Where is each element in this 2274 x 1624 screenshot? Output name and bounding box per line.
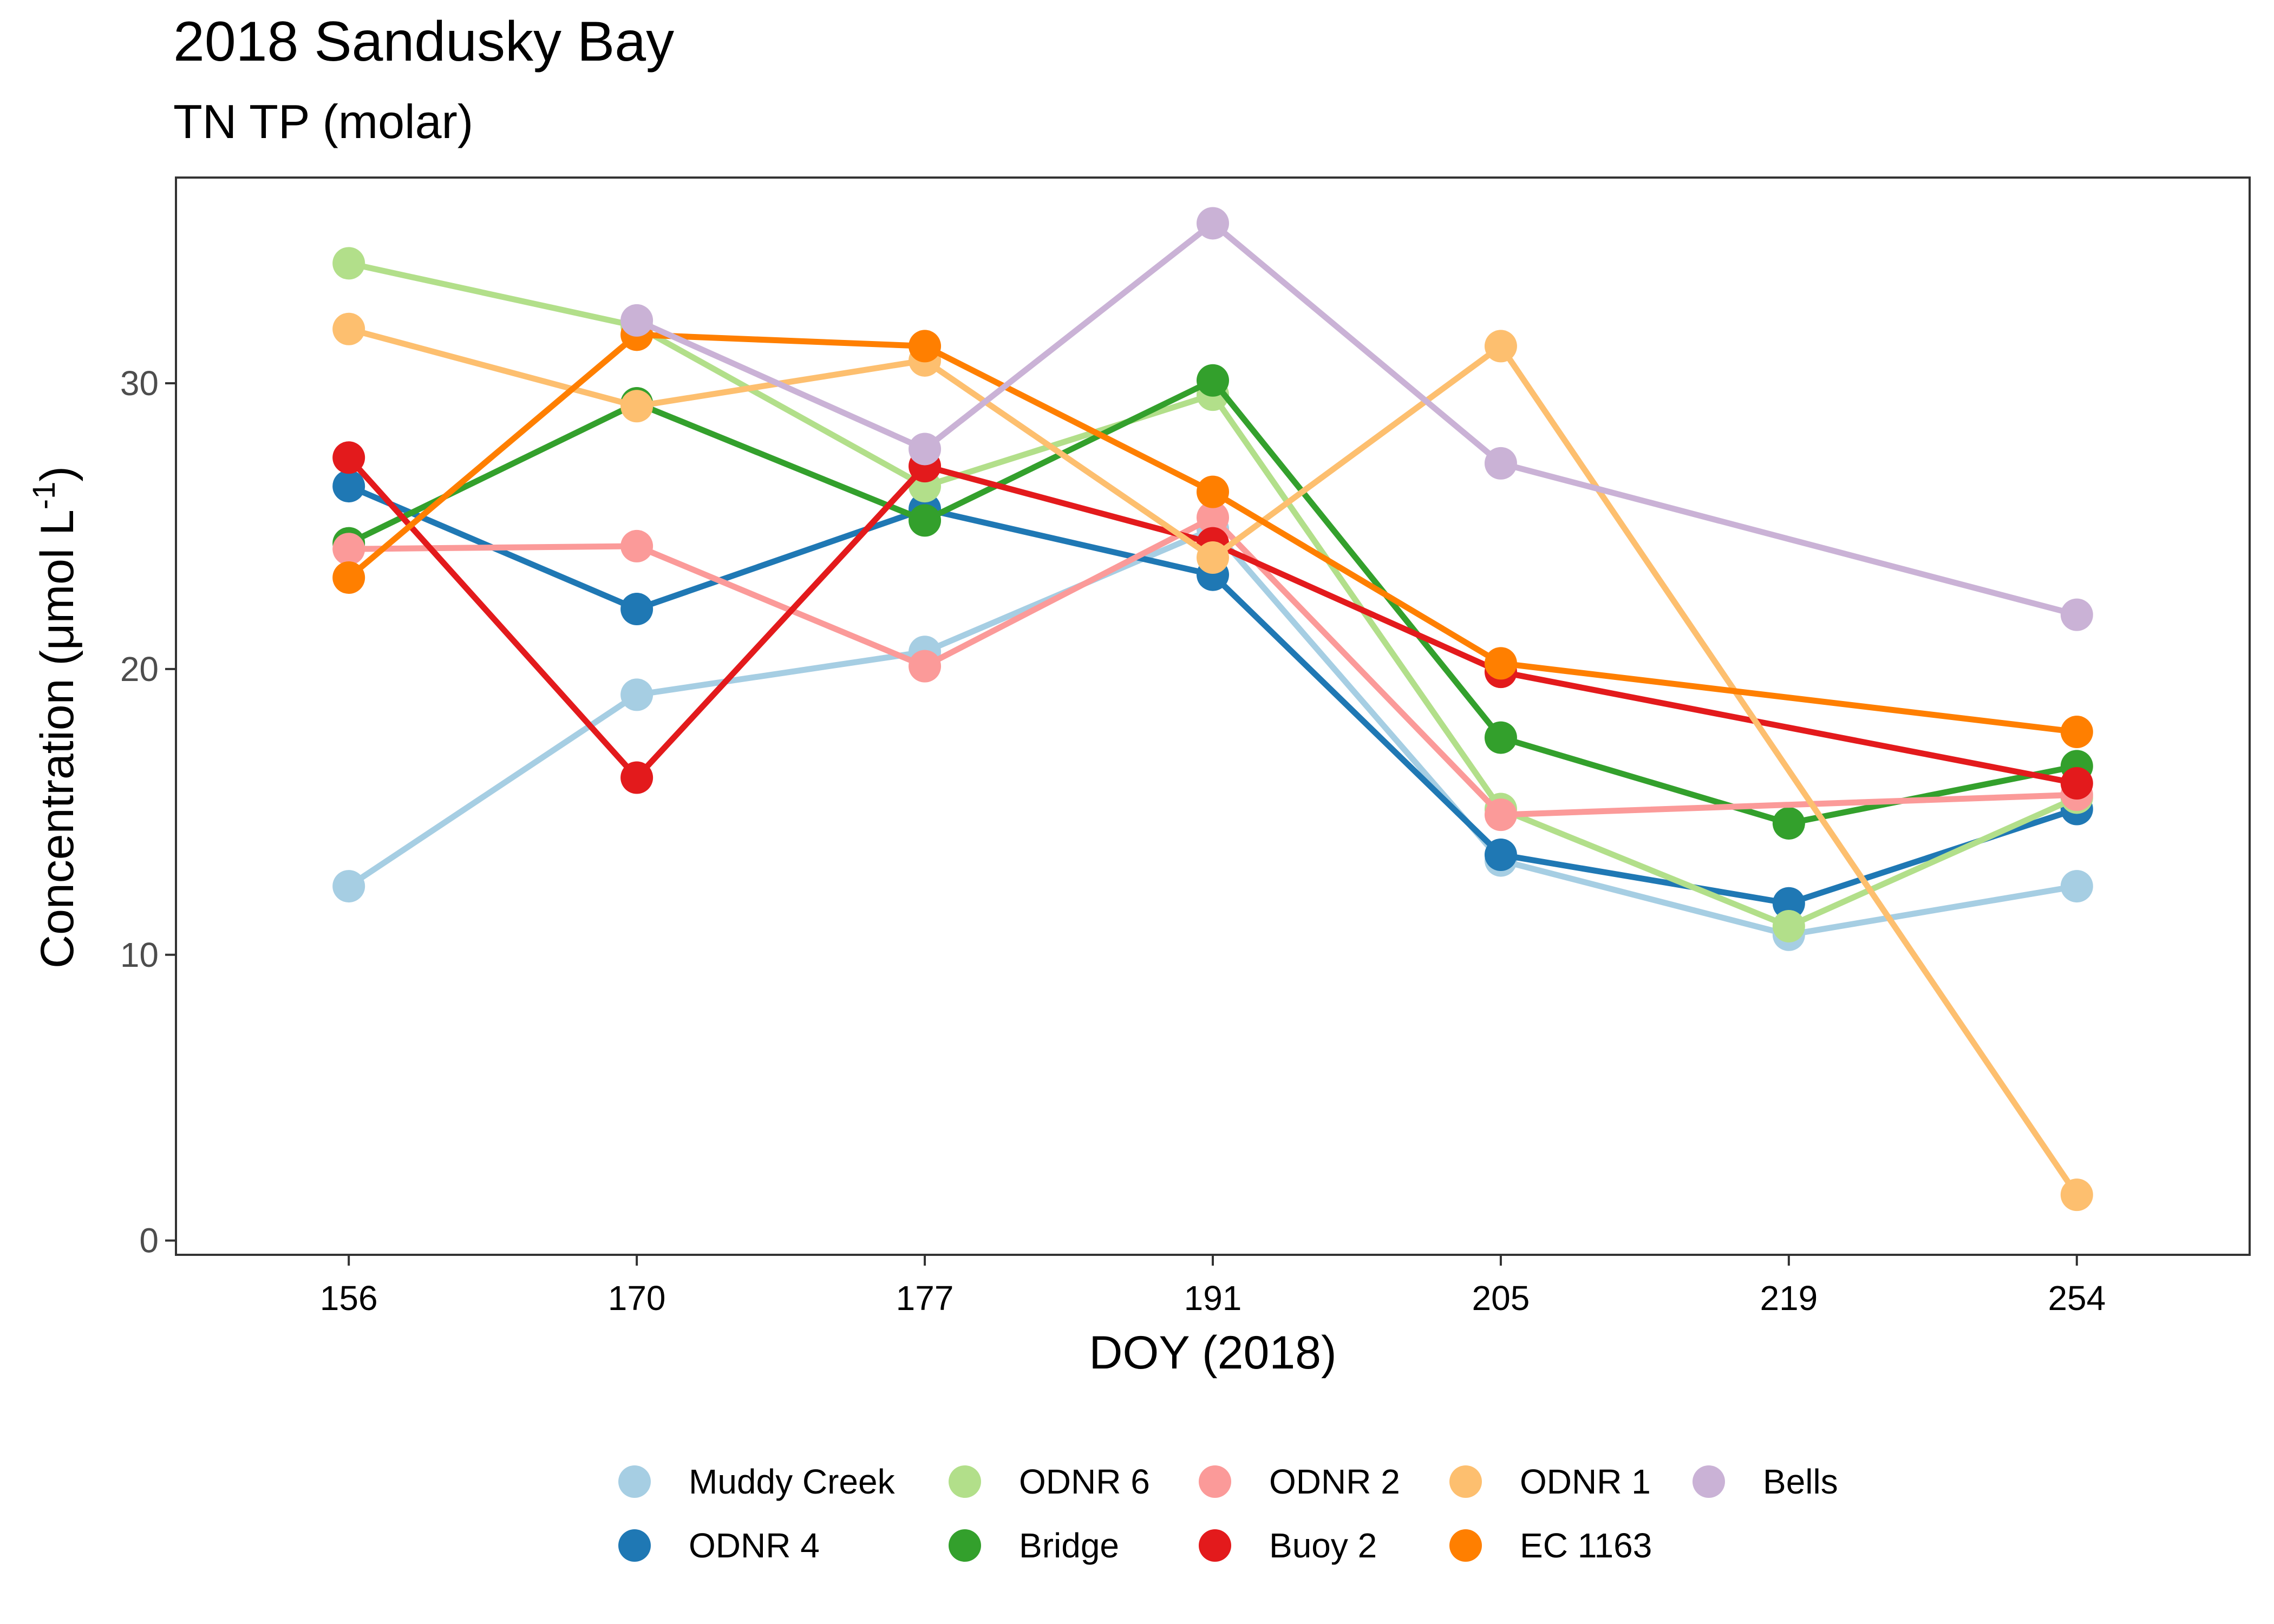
data-point [1484,447,1517,480]
data-point [332,470,365,503]
data-point [332,533,365,566]
data-point [909,330,942,363]
data-point [332,247,365,280]
x-tick-label: 205 [1472,1279,1530,1318]
series-bells [620,207,2093,631]
legend-item: ODNR 4 [618,1526,820,1565]
data-point [1484,647,1517,680]
y-tick-label: 0 [139,1221,159,1260]
data-point [620,529,654,562]
data-point [2060,870,2093,903]
data-point [1772,887,1805,920]
chart-title: 2018 Sandusky Bay [173,10,674,73]
data-point [1197,364,1229,397]
data-point [332,441,365,474]
data-point [1197,475,1229,508]
legend-swatch [618,1529,651,1562]
y-tick-label: 10 [120,935,159,974]
legend-swatch [1199,1529,1231,1562]
series-layer [332,207,2093,1212]
legend-item: ODNR 6 [949,1462,1150,1501]
data-point [1484,839,1517,872]
series-line [345,514,2080,818]
legend-swatch [949,1529,981,1562]
data-point [1197,501,1229,534]
data-point [1197,541,1229,574]
legend-item: Muddy Creek [618,1462,896,1501]
x-tick-label: 191 [1184,1279,1242,1318]
data-point [2060,767,2093,800]
data-point [620,390,654,423]
legend-swatch [1449,1465,1482,1498]
legend-swatch [1199,1465,1231,1498]
y-axis-title-superscript: -1 [27,482,62,510]
y-axis-title-main: Concentration (μmol L [31,509,83,968]
y-tick-label: 20 [120,650,159,689]
legend-label: ODNR 4 [689,1526,820,1565]
legend-label: ODNR 1 [1520,1462,1651,1501]
data-point [1484,721,1517,754]
data-point [620,678,654,711]
y-axis: 0 10 20 30 [120,364,176,1260]
chart-subtitle: TN TP (molar) [173,95,473,148]
data-point [1484,798,1517,831]
legend-label: Buoy 2 [1269,1526,1377,1565]
data-point [1772,807,1805,840]
legend-item: ODNR 2 [1199,1462,1400,1501]
legend-swatch [1693,1465,1725,1498]
series-line [345,454,2080,787]
legend-item: ODNR 1 [1449,1462,1651,1501]
data-point [909,433,942,466]
legend-swatch [949,1465,981,1498]
y-axis-title-close: ) [31,466,83,482]
x-tick-label: 219 [1760,1279,1818,1318]
legend-label: ODNR 2 [1269,1462,1400,1501]
x-tick-label: 156 [320,1279,378,1318]
data-point [332,870,365,903]
series-odnr-2 [332,501,2093,831]
legend-label: ODNR 6 [1019,1462,1150,1501]
y-tick-label: 30 [120,364,159,403]
legend-label: EC 1163 [1520,1526,1652,1565]
legend: Muddy Creek ODNR 4 ODNR 6 Bridge ODNR 2 Buoy … [618,1462,1838,1565]
legend-label: Muddy Creek [689,1462,896,1501]
data-point [1484,330,1517,363]
x-tick-label: 177 [896,1279,954,1318]
x-tick-label: 254 [2048,1279,2106,1318]
legend-label: Bridge [1019,1526,1119,1565]
legend-swatch [618,1465,651,1498]
x-axis-title: DOY (2018) [1089,1327,1336,1379]
data-point [620,304,654,337]
y-axis-title: Concentration (μmol L-1) [27,466,83,968]
data-point [909,650,942,683]
data-point [620,761,654,794]
legend-item: Bridge [949,1526,1119,1565]
data-point [2060,1178,2093,1212]
legend-swatch [1449,1529,1482,1562]
data-point [1197,207,1229,240]
data-point [2060,716,2093,749]
data-point [2060,598,2093,631]
data-point [332,312,365,345]
legend-label: Bells [1763,1462,1838,1501]
x-tick-label: 170 [608,1279,666,1318]
legend-item: Buoy 2 [1199,1526,1377,1565]
series-line [345,331,2080,735]
data-point [332,561,365,594]
legend-item: Bells [1693,1462,1838,1501]
data-point [620,593,654,626]
x-axis: 156 170 177 191 205 219 254 [320,1255,2106,1318]
legend-item: EC 1163 [1449,1526,1652,1565]
data-point [1772,909,1805,942]
data-point [909,504,942,537]
